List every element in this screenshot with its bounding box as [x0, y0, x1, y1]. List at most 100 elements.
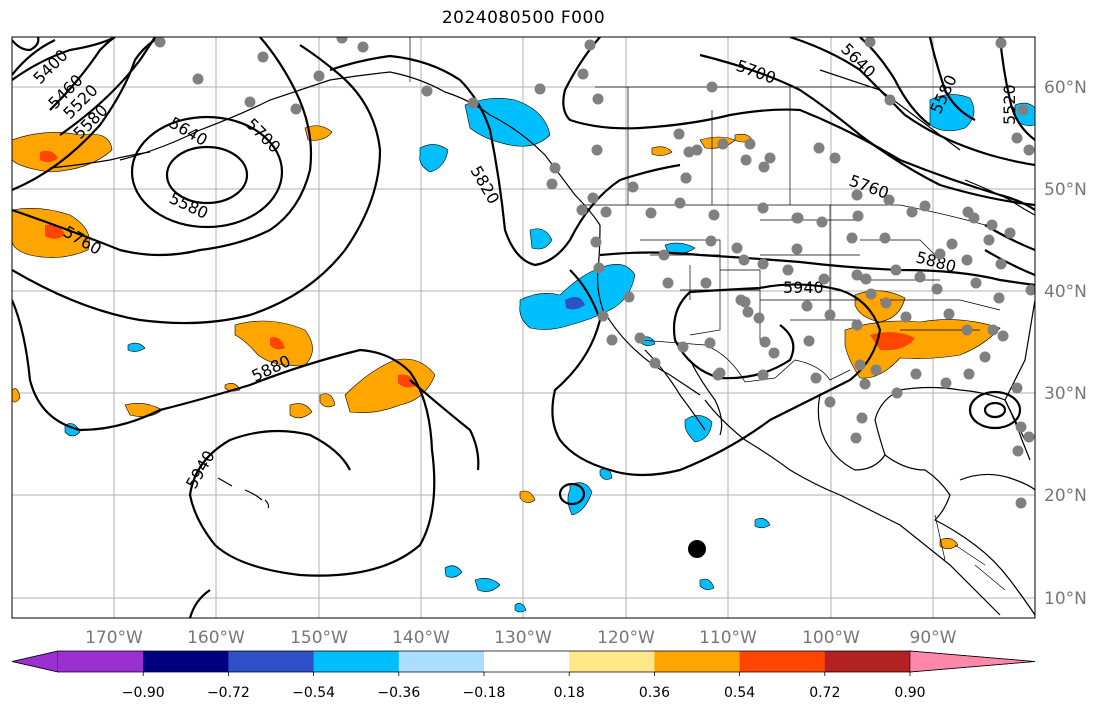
longitude-label: 120°W [597, 628, 655, 648]
positive-anomaly-region [304, 125, 333, 141]
positive-anomaly-region [12, 388, 21, 403]
latitude-label: 30°N [1044, 384, 1087, 404]
station-marker [1004, 227, 1016, 239]
station-marker [712, 369, 724, 381]
station-marker [731, 242, 743, 254]
station-marker [890, 264, 902, 276]
positive-anomaly-region [398, 374, 415, 388]
station-marker [645, 207, 657, 219]
station-marker [590, 236, 602, 248]
map-border [11, 36, 1036, 619]
station-marker [962, 206, 974, 218]
station-marker [192, 73, 204, 85]
station-marker [791, 243, 803, 255]
station-marker [677, 341, 689, 353]
station-marker [1011, 132, 1023, 144]
station-marker [1023, 431, 1035, 443]
positive-anomaly-region [289, 403, 313, 419]
longitude-label: 130°W [494, 628, 552, 648]
station-marker [546, 178, 558, 190]
station-marker [717, 138, 729, 150]
station-marker [983, 234, 995, 246]
station-marker [891, 387, 903, 399]
negative-anomaly-region [565, 296, 585, 310]
station-marker [593, 262, 605, 274]
latitude-label: 20°N [1044, 486, 1087, 506]
station-marker [792, 212, 804, 224]
colorbar-segment [58, 651, 144, 672]
negative-anomaly-region [929, 94, 975, 132]
negative-anomaly-region [699, 578, 715, 590]
station-marker [257, 51, 269, 63]
station-marker [691, 144, 703, 156]
negative-anomaly-region [444, 565, 463, 578]
station-marker [577, 68, 589, 80]
station-marker [870, 364, 882, 376]
contour-label: 5940 [783, 278, 824, 297]
station-marker [680, 172, 692, 184]
station-marker [576, 204, 588, 216]
longitude-label: 150°W [290, 628, 348, 648]
station-marker [757, 258, 769, 270]
contour-label: 5520 [1000, 84, 1019, 125]
colorbar-segment [824, 651, 911, 672]
shaded-fields [12, 94, 1035, 613]
colorbar-outline [11, 650, 1036, 673]
station-marker [856, 412, 868, 424]
station-marker [290, 103, 302, 115]
station-marker [627, 181, 639, 193]
colorbar-tick-label: −0.54 [292, 685, 335, 701]
station-marker [851, 189, 863, 201]
station-marker [987, 324, 999, 336]
station-marker [634, 332, 646, 344]
negative-anomaly-region [529, 228, 553, 250]
station-marker [534, 83, 546, 95]
station-marker [931, 283, 943, 295]
station-marker [623, 291, 635, 303]
station-marker [764, 152, 776, 164]
station-marker [244, 96, 256, 108]
colorbar-extend-high [909, 650, 1036, 673]
colorbar-tick-label: −0.72 [207, 685, 250, 701]
station-marker [850, 432, 862, 444]
colorbar-segment [228, 651, 315, 672]
station-marker [997, 330, 1009, 342]
station-marker [1015, 421, 1027, 433]
longitude-label: 100°W [802, 628, 860, 648]
map-panel: 5400 5460 5520 5580 5640 5700 5580 5760 … [12, 37, 1035, 618]
station-marker [1023, 144, 1035, 156]
latitude-label: 40°N [1044, 282, 1087, 302]
station-marker [1025, 284, 1035, 296]
station-marker [336, 37, 348, 44]
station-marker [946, 238, 958, 250]
station-marker [1011, 382, 1023, 394]
positive-anomaly-region [319, 393, 336, 408]
station-marker [758, 161, 770, 173]
longitude-axis: 170°W 160°W 150°W 140°W 130°W 120°W 110°… [85, 628, 957, 648]
positive-anomaly-region [870, 332, 915, 351]
negative-anomaly-region [127, 342, 146, 352]
station-marker [1012, 445, 1024, 457]
colorbar-tick-label: 0.72 [809, 685, 840, 701]
station-marker [979, 351, 991, 363]
station-marker [735, 294, 747, 306]
station-marker [1017, 104, 1029, 116]
station-marker [851, 269, 863, 281]
positive-anomaly-region [40, 150, 58, 163]
station-marker [995, 258, 1007, 270]
station-marker [914, 271, 926, 283]
colorbar-segment [143, 651, 229, 672]
station-marker [919, 200, 931, 212]
colorbar-tick-label: −0.18 [463, 685, 506, 701]
station-marker [851, 319, 863, 331]
station-marker [810, 372, 822, 384]
colorbar-segment [398, 651, 485, 672]
station-marker [584, 39, 596, 51]
station-marker [961, 324, 973, 336]
station-marker [801, 300, 813, 312]
station-marker [940, 377, 952, 389]
station-marker [865, 288, 877, 300]
colorbar-segment [484, 651, 570, 672]
colorbar-tick-label: −0.36 [377, 685, 420, 701]
